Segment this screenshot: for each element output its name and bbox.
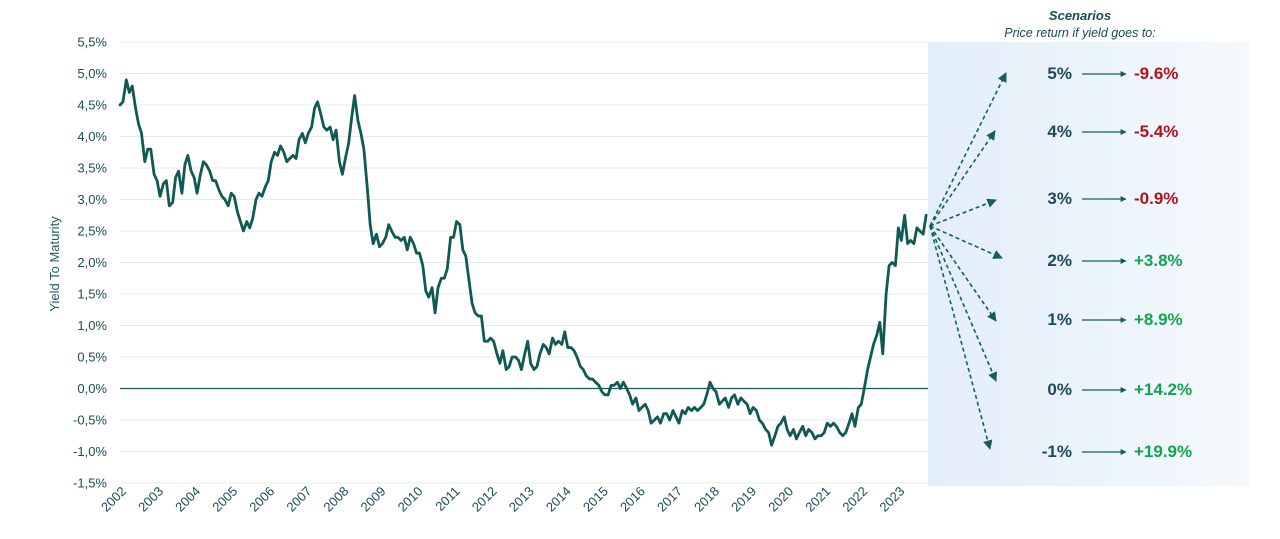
x-tick-label: 2009 <box>358 484 389 515</box>
x-tick-label: 2011 <box>432 484 462 514</box>
scenario-return: -5.4% <box>1134 122 1178 141</box>
x-tick-label: 2007 <box>283 484 314 515</box>
y-tick-label: -1,5% <box>73 476 107 491</box>
scenarios-title: Scenarios <box>1049 8 1111 23</box>
x-tick-label: 2020 <box>765 484 796 515</box>
scenario-return: +3.8% <box>1134 251 1183 270</box>
y-tick-label: 0,0% <box>77 381 107 396</box>
scenario-yield: -1% <box>1042 442 1072 461</box>
x-tick-label: 2022 <box>839 484 870 515</box>
scenario-dashed-arrow <box>929 130 996 227</box>
x-tick-labels: 2002 2003 2004 2005 2006 2007 2008 2009 2010 2011… <box>98 484 907 515</box>
scenario-yield: 2% <box>1047 251 1072 270</box>
scenario-dashed-arrow <box>929 225 998 382</box>
scenario-dashed-arrow <box>929 198 997 227</box>
x-tick-label: 2023 <box>876 484 907 515</box>
scenarios-subtitle: Price return if yield goes to: <box>1004 26 1155 40</box>
grid-lines <box>120 41 928 484</box>
scenario-yield: 0% <box>1047 380 1072 399</box>
x-tick-label: 2004 <box>172 484 203 515</box>
y-tick-label: 5,0% <box>77 66 107 81</box>
x-tick-label: 2012 <box>469 484 500 515</box>
x-tick-label: 2003 <box>135 484 166 515</box>
scenario-dashed-arrow <box>929 225 1003 259</box>
x-tick-label: 2019 <box>728 484 759 515</box>
y-tick-label: 2,0% <box>77 255 107 270</box>
x-tick-label: 2005 <box>209 484 240 515</box>
y-tick-label: 4,0% <box>77 129 107 144</box>
x-tick-label: 2014 <box>543 484 574 515</box>
scenario-panel-bg <box>928 42 1250 486</box>
y-axis-label: Yield To Maturity <box>47 216 62 312</box>
y-tick-label: 1,0% <box>77 318 107 333</box>
y-tick-label: 3,0% <box>77 192 107 207</box>
y-tick-label: 4,5% <box>77 98 107 113</box>
y-tick-label: -0,5% <box>73 413 107 428</box>
y-tick-labels: 5,5% 5,0% 4,5% 4,0% 3,5% 3,0% 2,5% 2,0% 1,5% 1,0%… <box>73 35 107 491</box>
x-tick-label: 2006 <box>246 484 277 515</box>
scenario-return: +14.2% <box>1134 380 1192 399</box>
y-tick-label: 2,5% <box>77 224 107 239</box>
x-tick-label: 2018 <box>691 484 722 515</box>
x-tick-label: 2013 <box>506 484 537 515</box>
x-tick-label: 2015 <box>580 484 611 515</box>
y-tick-label: 3,5% <box>77 161 107 176</box>
scenario-yield: 5% <box>1047 64 1072 83</box>
scenario-rows: 5% -9.6% 4% -5.4% 3% -0.9% 2% +3.8% 1% +8.9% 0% +14… <box>1042 64 1192 461</box>
scenario-yield: 3% <box>1047 189 1072 208</box>
x-tick-label: 2010 <box>395 484 426 515</box>
y-tick-label: 1,5% <box>77 287 107 302</box>
scenario-return: +19.9% <box>1134 442 1192 461</box>
x-tick-label: 2017 <box>654 484 685 515</box>
scenario-arrows <box>929 72 1007 450</box>
scenario-yield: 4% <box>1047 122 1072 141</box>
scenario-return: -9.6% <box>1134 64 1178 83</box>
y-tick-label: 0,5% <box>77 350 107 365</box>
scenario-yield: 1% <box>1047 310 1072 329</box>
x-tick-label: 2021 <box>802 484 833 515</box>
scenario-dashed-arrow <box>929 225 997 322</box>
x-tick-label: 2008 <box>320 484 351 515</box>
y-tick-label: 5,5% <box>77 35 107 50</box>
yield-series-line <box>118 78 928 447</box>
scenario-return: +8.9% <box>1134 310 1183 329</box>
y-tick-label: -1,0% <box>73 444 107 459</box>
scenario-dashed-arrow <box>929 72 1007 227</box>
x-tick-label: 2016 <box>617 484 648 515</box>
scenario-dashed-arrow <box>929 225 993 450</box>
scenario-return: -0.9% <box>1134 189 1178 208</box>
